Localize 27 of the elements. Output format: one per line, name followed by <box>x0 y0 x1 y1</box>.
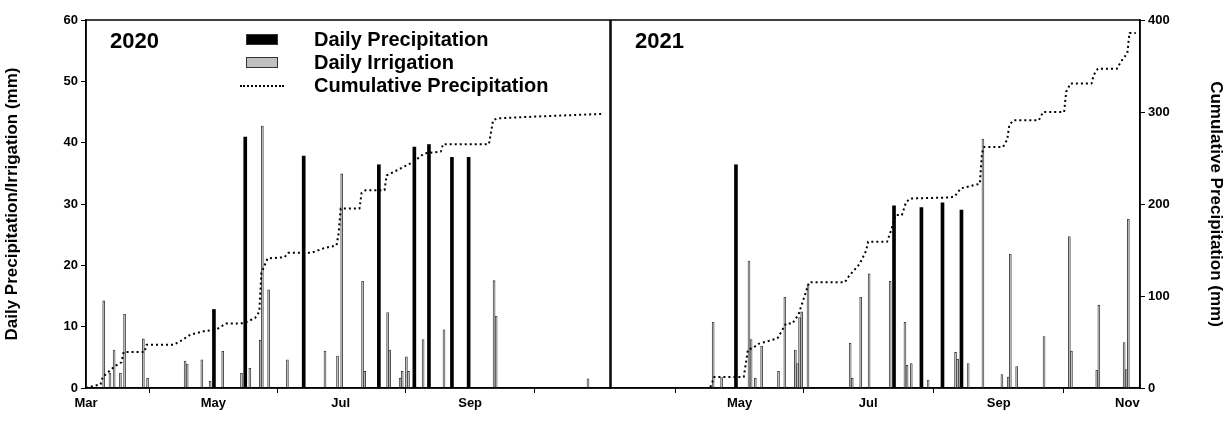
y2-tick-label: 300 <box>1148 103 1170 119</box>
y-tick-label: 50 <box>63 72 78 88</box>
y2-tick-label: 0 <box>1148 379 1156 395</box>
x-tick-label: Jul <box>331 395 351 411</box>
y-tick-label: 0 <box>70 379 78 395</box>
chart-title: 2021 <box>635 28 684 54</box>
y2-tick-label: 100 <box>1148 287 1170 303</box>
x-tick-label: Nov <box>1115 395 1141 411</box>
x-tick-label: May <box>726 395 753 411</box>
legend-label: Daily Irrigation <box>314 51 455 74</box>
x-tick-label: Sep <box>986 395 1011 411</box>
x-tick-label: Mar <box>74 395 98 411</box>
y-tick-label: 60 <box>63 11 78 27</box>
x-tick-label: Sep <box>458 395 483 411</box>
y2-tick-label: 400 <box>1148 11 1170 27</box>
x-tick-label: Jul <box>858 395 878 411</box>
y-axis-title: Daily Precipitation/Irrigation (mm) <box>1 67 21 341</box>
legend-label: Daily Precipitation <box>314 28 489 51</box>
y-tick-label: 40 <box>63 134 78 150</box>
y-tick-label: 10 <box>63 318 78 334</box>
chart-title: 2020 <box>110 28 159 54</box>
legend-label: Cumulative Precipitation <box>314 74 549 97</box>
y2-tick-label: 200 <box>1148 195 1170 211</box>
y-tick-label: 30 <box>63 195 78 211</box>
y-tick-label: 20 <box>63 256 78 272</box>
y2-axis-title: Cumulative Precipitation (mm) <box>1207 81 1227 327</box>
x-tick-label: May <box>200 395 227 411</box>
